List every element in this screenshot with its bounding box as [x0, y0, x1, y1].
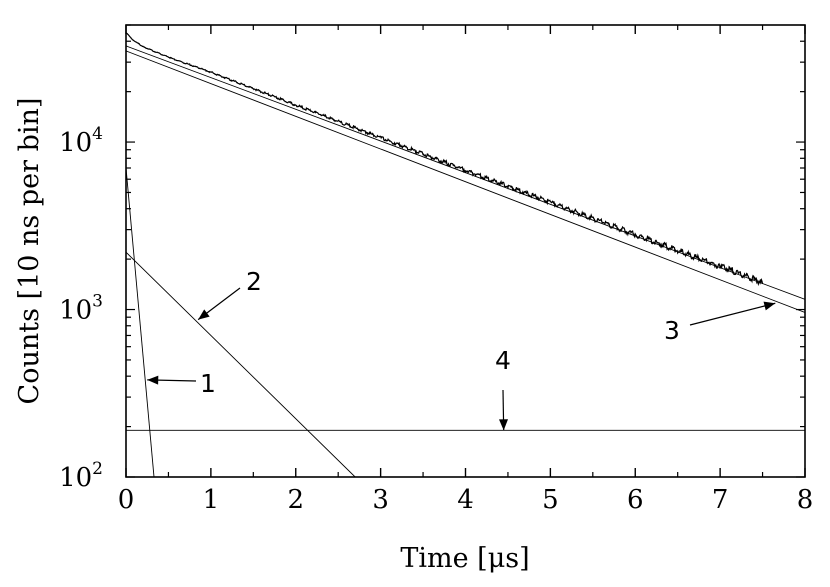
x-tick-label: 7 [712, 485, 729, 515]
x-tick-label: 6 [627, 485, 644, 515]
annotation-arrowhead [198, 309, 210, 320]
x-axis: 0 1 2 3 4 5 6 7 8 [118, 25, 814, 515]
annotation-arrow-line [689, 302, 776, 326]
x-tick-label: 8 [797, 485, 814, 515]
y-tick-label: 102 [59, 459, 103, 493]
x-tick-label: 5 [542, 485, 559, 515]
y-tick-exponent: 4 [92, 124, 103, 144]
series-layer [126, 32, 805, 477]
component-line-1 [126, 167, 155, 477]
annotation-arrowhead [499, 419, 509, 431]
annotation-label: 2 [246, 267, 262, 296]
annotation-1: 1 [147, 369, 216, 398]
annotation-4: 4 [495, 346, 511, 431]
x-axis-title: Time [μs] [400, 543, 529, 574]
annotation-layer: 1 2 3 4 [147, 267, 776, 431]
x-tick-label: 1 [203, 485, 220, 515]
x-tick-label: 2 [287, 485, 304, 515]
annotation-arrowhead [147, 375, 159, 385]
component-line-2 [126, 251, 356, 477]
annotation-3: 3 [664, 301, 776, 345]
y-tick-exponent: 2 [92, 459, 103, 479]
annotation-label: 3 [664, 316, 680, 345]
x-tick-label: 0 [118, 485, 135, 515]
annotation-2: 2 [197, 267, 262, 321]
annotation-arrowhead [763, 301, 776, 311]
y-tick-label: 104 [59, 124, 103, 158]
total-fit-line [126, 45, 805, 300]
x-tick-label: 3 [372, 485, 389, 515]
plot-frame [125, 24, 806, 478]
y-axis-title: Counts [10 ns per bin] [14, 98, 45, 405]
y-tick-exponent: 3 [92, 292, 103, 312]
measured-decay-line [126, 32, 764, 287]
y-tick-label: 103 [59, 292, 103, 326]
annotation-label: 1 [200, 369, 216, 398]
y-axis: 102 103 104 [59, 24, 805, 493]
x-tick-label: 4 [457, 485, 474, 515]
annotation-label: 4 [495, 346, 511, 375]
component-line-3 [126, 50, 805, 313]
